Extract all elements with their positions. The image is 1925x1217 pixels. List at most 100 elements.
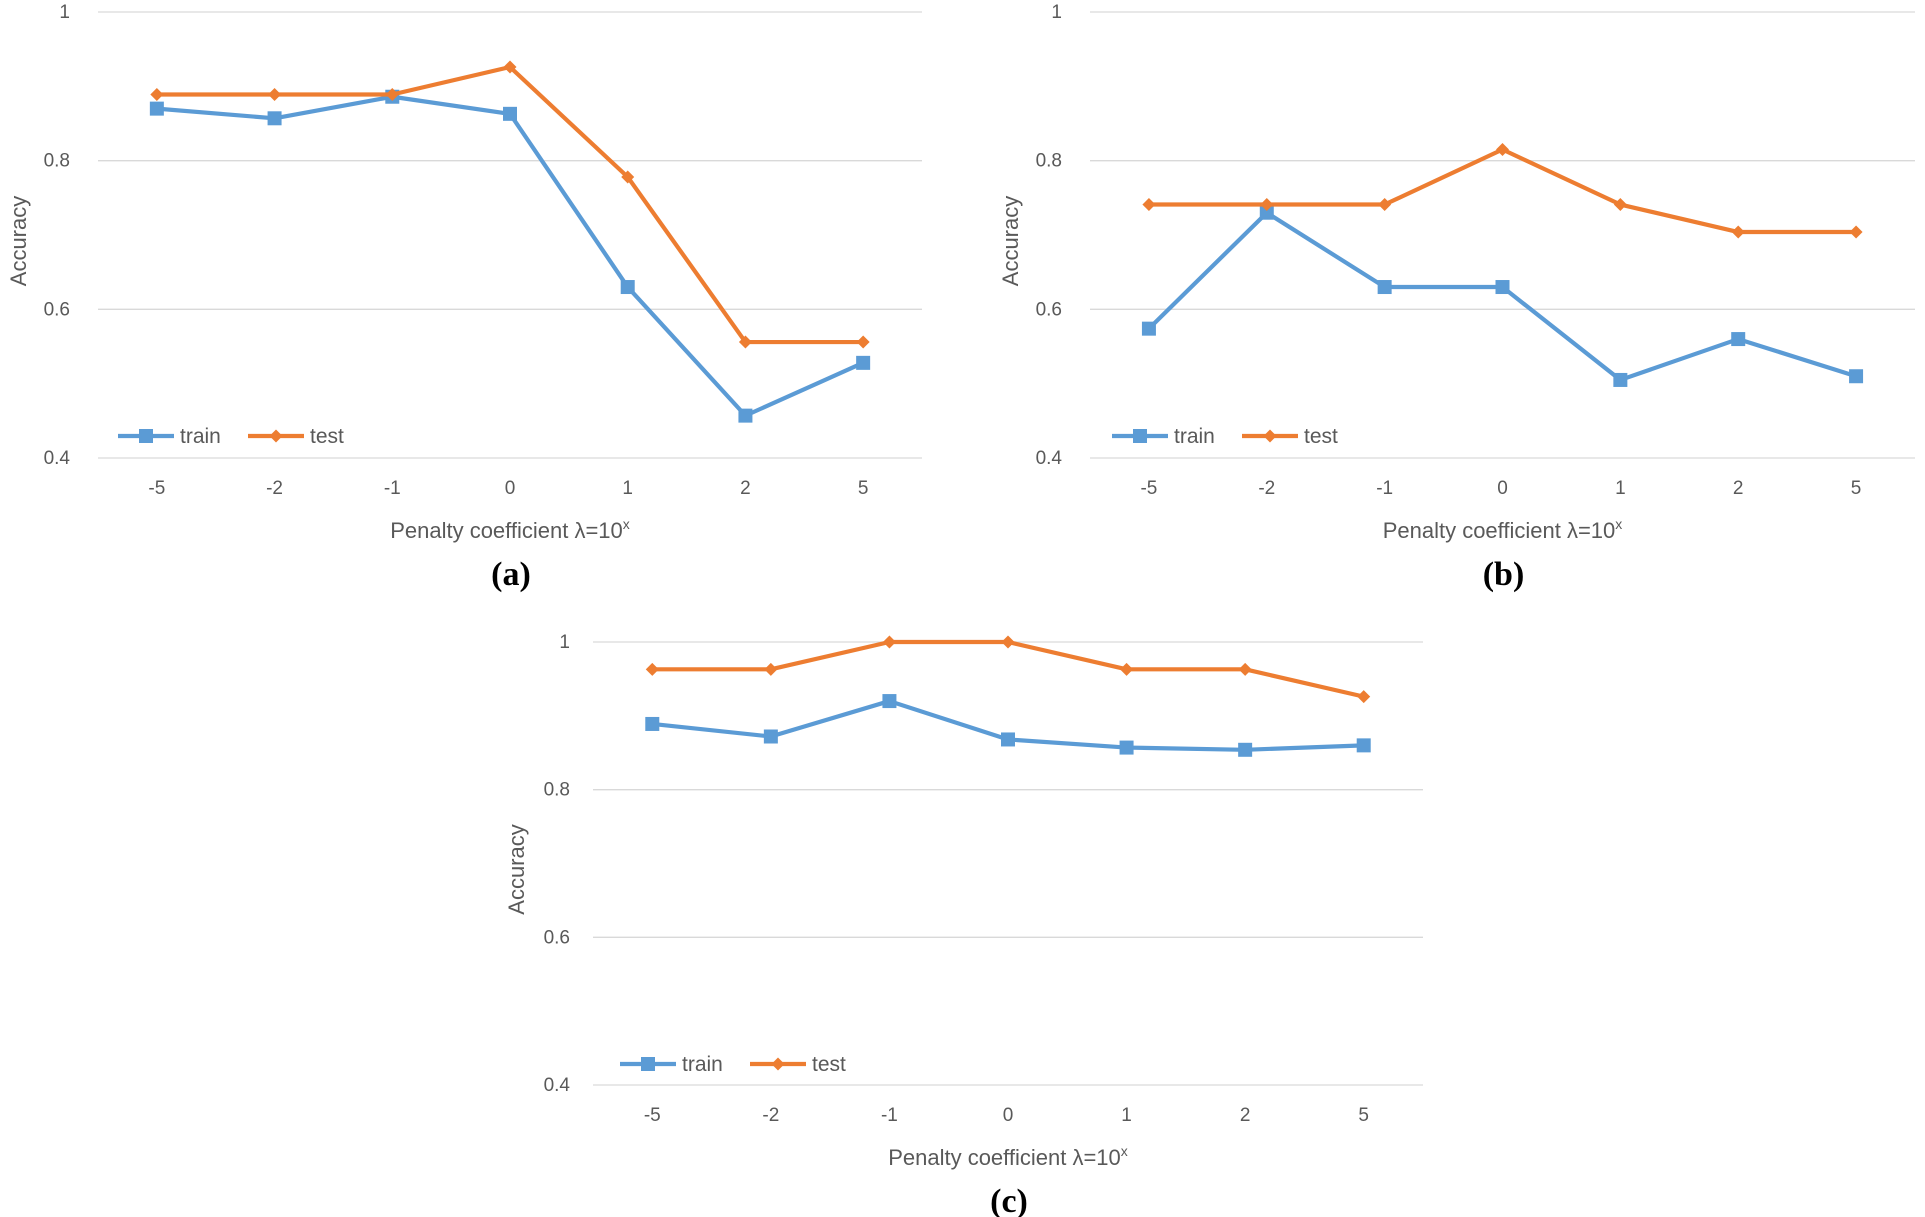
data-point-test <box>1378 198 1392 212</box>
x-tick-label: -2 <box>762 1105 779 1126</box>
chart-panel-3: 0.4 0.6 0.8 1 -5 -2 -1 0 1 2 5 Accuracy Penalty coef… <box>504 632 1423 1217</box>
data-point-test <box>1001 635 1015 649</box>
y-tick-label: 0.4 <box>44 448 71 469</box>
x-tick-label: -1 <box>1376 478 1393 499</box>
data-point-train <box>1356 738 1371 753</box>
x-tick-label: 0 <box>1497 478 1508 499</box>
x-axis-title: Penalty coefficient λ=10x <box>888 1143 1128 1170</box>
legend-marker-train <box>139 429 153 443</box>
y-tick-label: 1 <box>59 2 70 23</box>
data-point-test <box>1849 225 1863 239</box>
x-tick-label: 2 <box>1733 478 1744 499</box>
data-point-train <box>503 106 517 121</box>
x-tick-label: 0 <box>1003 1105 1014 1126</box>
x-tick-label: -2 <box>1258 478 1275 499</box>
data-point-train <box>1141 321 1156 336</box>
data-point-train <box>1495 280 1510 295</box>
y-tick-label: 0.4 <box>544 1075 571 1096</box>
x-tick-label: 1 <box>1615 478 1626 499</box>
data-point-train <box>1238 742 1253 757</box>
series-line-test <box>1148 147 1857 235</box>
x-tick-label: 5 <box>1358 1105 1369 1126</box>
data-point-train <box>620 280 635 295</box>
legend-label-train: train <box>180 425 221 448</box>
y-tick-label: 0.6 <box>1036 299 1062 320</box>
x-tick-label: -2 <box>266 478 283 499</box>
data-point-test <box>621 170 635 184</box>
legend-label-test: test <box>812 1053 846 1076</box>
x-tick-label: 0 <box>505 478 516 499</box>
y-tick-label: 0.4 <box>1036 448 1063 469</box>
legend-label-train: train <box>682 1053 723 1076</box>
panel-label: (b) <box>1483 556 1525 593</box>
legend-label-train: train <box>1174 425 1215 448</box>
data-point-test <box>268 88 282 102</box>
legend-label-test: test <box>1304 425 1338 448</box>
x-axis-title: Penalty coefficient λ=10x <box>1383 516 1623 543</box>
y-tick-label: 1 <box>1051 2 1062 23</box>
data-point-test <box>150 88 164 102</box>
legend-marker-test <box>1263 429 1277 443</box>
x-tick-label: 1 <box>1121 1105 1132 1126</box>
x-tick-label: 5 <box>1851 478 1862 499</box>
data-point-train <box>1849 369 1864 384</box>
legend-marker-test <box>269 429 283 443</box>
data-point-test <box>1142 198 1156 212</box>
y-tick-label: 0.8 <box>44 151 70 172</box>
series-line-test <box>652 639 1365 699</box>
data-point-train <box>1731 332 1746 347</box>
chart-panel-2: 0.4 0.6 0.8 1 -5 -2 -1 0 1 2 5 Accuracy Penalty coef… <box>998 2 1915 593</box>
x-tick-label: -5 <box>644 1105 661 1126</box>
legend-marker-test <box>771 1057 785 1071</box>
data-point-train <box>1613 372 1628 387</box>
x-tick-label: -1 <box>384 478 401 499</box>
data-point-train <box>149 101 164 116</box>
data-point-train <box>1001 732 1015 747</box>
data-point-train <box>1259 205 1274 220</box>
x-tick-label: -5 <box>148 478 165 499</box>
data-point-test <box>385 88 399 102</box>
legend-marker-train <box>1133 429 1147 443</box>
data-point-test <box>645 662 659 676</box>
data-point-train <box>645 716 660 731</box>
data-point-train <box>882 694 897 709</box>
legend-marker-train <box>641 1057 655 1071</box>
x-tick-label: -5 <box>1140 478 1157 499</box>
x-tick-label: -1 <box>881 1105 898 1126</box>
data-point-test <box>1731 225 1745 239</box>
series-line-train <box>1147 210 1857 383</box>
data-point-test <box>1120 662 1134 676</box>
data-point-train <box>1119 740 1134 755</box>
x-tick-label: 1 <box>622 478 633 499</box>
y-axis-title: Accuracy <box>6 196 31 286</box>
data-point-test <box>1260 198 1274 212</box>
x-tick-label: 2 <box>740 478 751 499</box>
y-tick-label: 1 <box>559 632 570 653</box>
data-point-test <box>1238 662 1252 676</box>
x-axis-title: Penalty coefficient λ=10x <box>390 516 630 543</box>
data-point-test <box>503 60 517 74</box>
data-point-test <box>738 335 752 349</box>
x-tick-label: 2 <box>1240 1105 1251 1126</box>
y-tick-label: 0.8 <box>1036 151 1062 172</box>
data-point-train <box>267 111 282 126</box>
y-tick-label: 0.8 <box>544 780 570 801</box>
y-tick-label: 0.6 <box>544 927 570 948</box>
y-axis-title: Accuracy <box>504 824 529 914</box>
data-point-test <box>882 635 896 649</box>
chart-panel-1: 0.4 0.6 0.8 1 -5 -2 -1 0 1 2 5 Accuracy Penalty coef… <box>6 2 922 593</box>
data-point-test <box>856 335 870 349</box>
panel-label: (c) <box>990 1183 1028 1217</box>
data-point-train <box>1377 280 1392 295</box>
data-point-train <box>763 729 778 744</box>
data-point-train <box>738 408 753 423</box>
data-point-test <box>1357 690 1371 704</box>
data-point-test <box>1496 143 1509 157</box>
y-axis-title: Accuracy <box>998 196 1023 286</box>
legend-label-test: test <box>310 425 344 448</box>
data-point-test <box>764 662 778 676</box>
y-tick-label: 0.6 <box>44 299 70 320</box>
data-point-train <box>856 355 871 370</box>
x-tick-label: 5 <box>858 478 869 499</box>
